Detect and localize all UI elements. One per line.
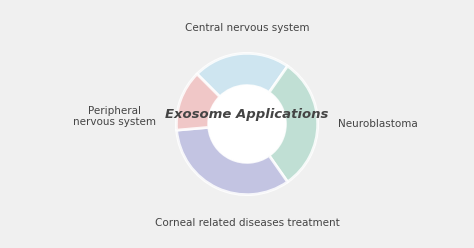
Text: Peripheral
nervous system: Peripheral nervous system xyxy=(73,105,156,127)
Text: Exosome Applications: Exosome Applications xyxy=(165,108,328,121)
Wedge shape xyxy=(269,66,318,182)
Text: Neuroblastoma: Neuroblastoma xyxy=(337,119,418,129)
Text: Corneal related diseases treatment: Corneal related diseases treatment xyxy=(155,218,339,228)
Circle shape xyxy=(209,86,285,162)
Wedge shape xyxy=(177,127,288,195)
Wedge shape xyxy=(197,53,288,97)
Wedge shape xyxy=(176,74,220,130)
Text: Central nervous system: Central nervous system xyxy=(185,23,309,33)
